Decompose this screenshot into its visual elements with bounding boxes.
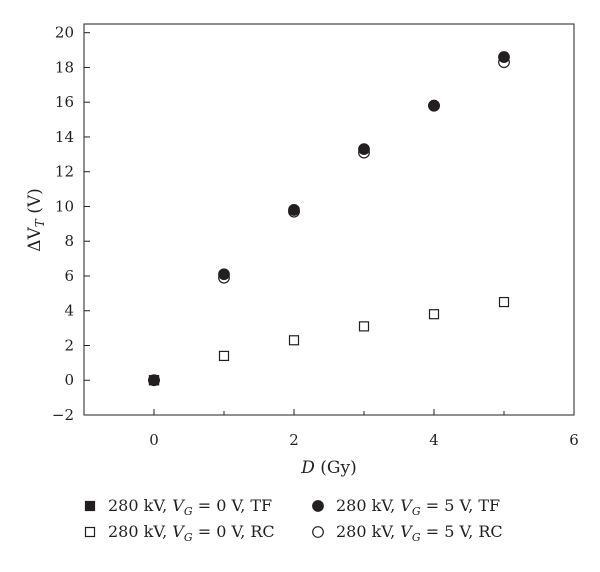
x-tick-label: 4 [429,431,439,449]
legend-label: 280 kV, VG = 0 V, TF [108,496,272,518]
x-tick-label: 6 [569,431,579,449]
legend-label: 280 kV, VG = 5 V, RC [336,522,503,544]
x-axis-label: D (Gy) [300,458,357,478]
data-point [358,321,370,332]
legend-item: 280 kV, VG = 0 V, TF [84,496,272,518]
data-markers [148,51,510,387]
data-point [288,335,300,346]
legend-item: 280 kV, VG = 0 V, RC [84,522,275,544]
y-tick-label: −2 [52,406,74,424]
x-tick-label: 2 [289,431,299,449]
y-tick-label: 10 [55,197,74,215]
data-point [498,296,510,308]
data-point [218,350,230,362]
y-tick-label: 16 [55,93,74,111]
axis-ticks [83,32,575,416]
data-point [288,204,300,216]
legend: 280 kV, VG = 0 V, TF 280 kV, VG = 5 V, TF… [84,496,503,544]
x-tick-label: 0 [149,431,159,449]
y-tick-label: 8 [64,232,74,250]
y-tick-label: 2 [64,336,74,354]
legend-marker [312,526,324,538]
legend-marker [84,500,96,512]
data-point [428,99,440,112]
data-point [148,374,160,387]
y-tick-label: 12 [55,163,74,181]
legend-marker [312,500,324,512]
plot-frame [83,23,575,416]
data-point [218,268,230,281]
data-point [428,309,440,320]
y-tick-label: 18 [55,58,74,76]
legend-label: 280 kV, VG = 5 V, TF [336,496,500,518]
legend-item: 280 kV, VG = 5 V, TF [312,496,500,518]
legend-marker [84,526,96,538]
y-tick-label: 14 [55,128,74,146]
legend-item: 280 kV, VG = 5 V, RC [312,522,503,544]
y-tick-label: 20 [55,24,74,42]
y-tick-label: 0 [64,371,74,389]
data-point [358,143,370,156]
data-point [498,51,510,63]
y-tick-label: 4 [64,302,74,320]
y-axis-label: ΔVT (V) [25,188,47,252]
tick-labels: 0 2 4 6 −2 0 2 4 6 8 10 12 14 16 18 20 [52,24,579,449]
legend-label: 280 kV, VG = 0 V, RC [108,522,275,544]
y-tick-label: 6 [64,267,74,285]
